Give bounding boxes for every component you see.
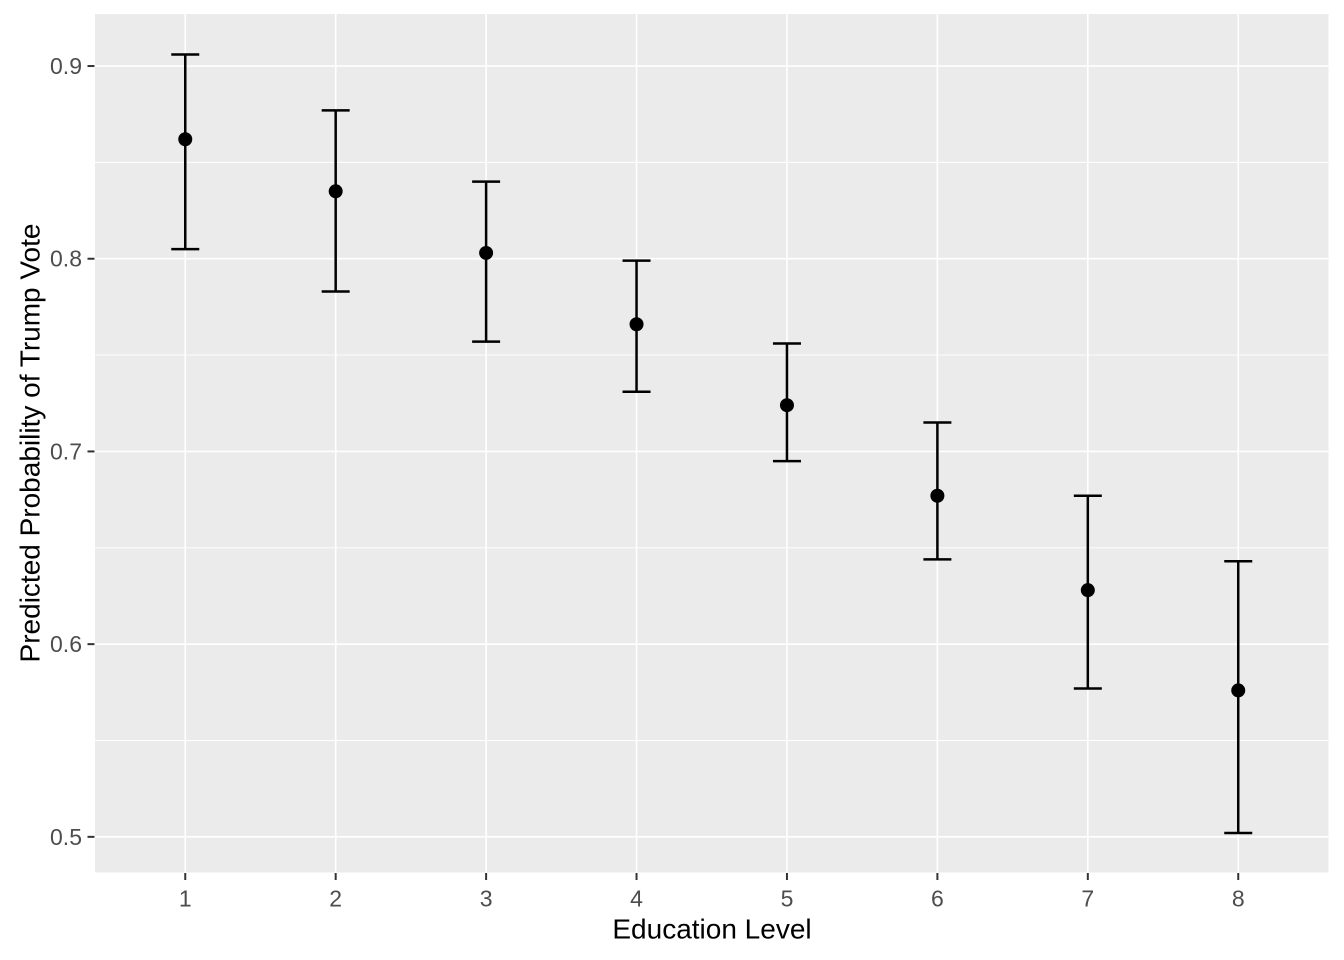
- y-tick-label: 0.9: [50, 53, 82, 79]
- data-point: [1080, 583, 1095, 598]
- y-tick-label: 0.5: [50, 824, 82, 850]
- plot-panel: [95, 14, 1329, 873]
- x-tick-label: 7: [1081, 886, 1094, 912]
- data-point: [779, 398, 794, 413]
- data-point: [328, 184, 343, 199]
- x-tick-label: 5: [781, 886, 794, 912]
- y-tick-label: 0.6: [50, 631, 82, 657]
- x-tick-label: 3: [480, 886, 493, 912]
- data-point: [930, 488, 945, 503]
- data-point: [479, 245, 494, 260]
- y-axis-title: Predicted Probability of Trump Vote: [14, 223, 46, 663]
- data-point: [1231, 683, 1246, 698]
- x-tick-label: 8: [1232, 886, 1245, 912]
- y-tick-label: 0.7: [50, 438, 82, 464]
- x-tick-label: 1: [179, 886, 192, 912]
- x-tick-label: 2: [329, 886, 342, 912]
- y-tick-label: 0.8: [50, 246, 82, 272]
- data-point: [178, 132, 193, 147]
- x-tick-label: 6: [931, 886, 944, 912]
- x-axis-title: Education Level: [612, 913, 812, 945]
- x-tick-label: 4: [630, 886, 643, 912]
- data-point: [629, 317, 644, 332]
